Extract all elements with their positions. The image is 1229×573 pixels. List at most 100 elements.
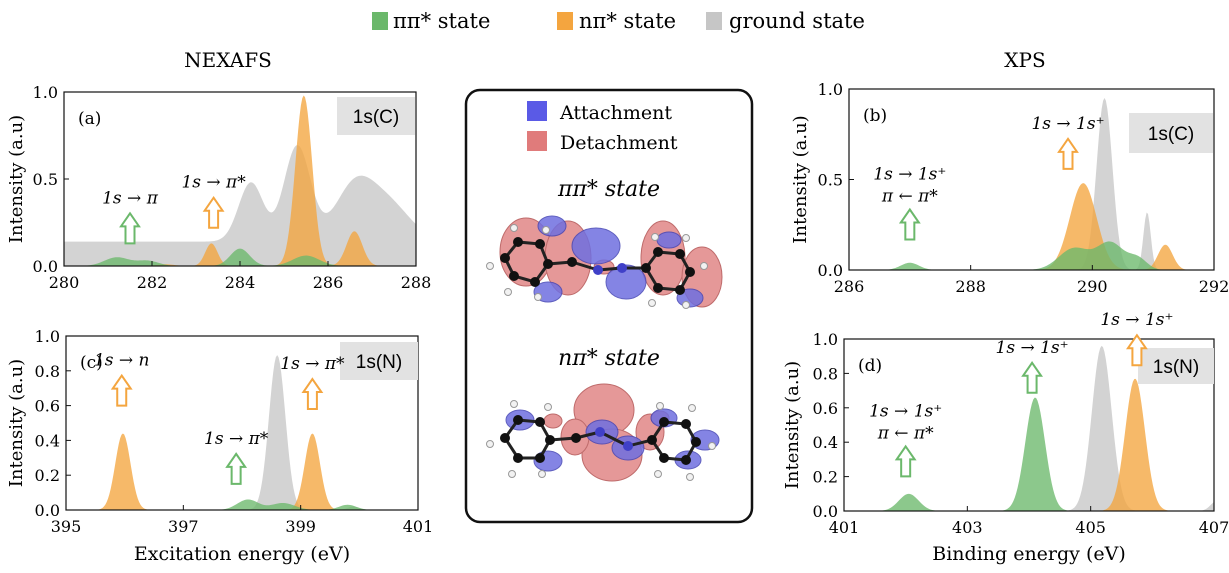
annotation-b-0: 1s → 1s⁺ bbox=[873, 165, 946, 185]
x-tick-label-c-3: 401 bbox=[403, 517, 434, 536]
x-tick-label-a-2: 284 bbox=[225, 273, 256, 292]
y-tick-label-b-0: 0.0 bbox=[818, 261, 843, 280]
y-axis-label-c: Intensity (a.u) bbox=[6, 359, 27, 487]
section-title-nexafs: NEXAFS bbox=[184, 48, 272, 72]
legend-swatch-pipi bbox=[372, 12, 388, 30]
chart-panels: 280 282 284 286 288 0.0 0.5 1.0 Intensity (a.u) (… bbox=[6, 80, 1229, 565]
series-d-1 bbox=[844, 378, 1214, 511]
y-tick-label-c-2: 0.4 bbox=[35, 431, 60, 450]
y-tick-label-b-2: 1.0 bbox=[818, 80, 843, 99]
plot-area-c bbox=[66, 355, 418, 510]
panel-b: 286 288 290 292 0.0 0.5 1.0 Intensity (a.u) (b) 1… bbox=[790, 80, 1229, 296]
annotation-arrow-b-1 bbox=[1057, 137, 1079, 170]
annotation-arrow-a-1 bbox=[202, 195, 225, 229]
x-tick-label-a-1: 282 bbox=[137, 273, 168, 292]
annotation-a-1: 1s → π* bbox=[181, 173, 246, 193]
annotation-arrow-d-0 bbox=[894, 444, 917, 478]
badge-bg-d bbox=[1138, 348, 1214, 384]
series-a-0 bbox=[64, 145, 416, 266]
annotation-arrow-c-2 bbox=[225, 452, 248, 485]
npi-molecule-image bbox=[486, 383, 720, 482]
y-tick-label-a-2: 1.0 bbox=[33, 83, 58, 102]
badge-bg-a bbox=[337, 97, 415, 135]
panel-c: 395 397 399 401 0.0 0.2 0.4 0.6 0.8 1.0 Intensity … bbox=[6, 327, 433, 565]
annotation-a-0: 1s → π bbox=[102, 188, 159, 208]
annotation-c-2: 1s → π* bbox=[204, 429, 269, 449]
annotation-d-1: 1s → 1s⁺ bbox=[996, 338, 1069, 358]
axes-frame-d bbox=[843, 338, 1215, 512]
x-axis-label-c: Excitation energy (eV) bbox=[134, 543, 350, 565]
panel-a: 280 282 284 286 288 0.0 0.5 1.0 Intensity (a.u) (… bbox=[6, 83, 431, 292]
badge-d: 1s(N) bbox=[1153, 357, 1199, 378]
annotation-c-0: 1s → n bbox=[94, 351, 150, 371]
y-tick-label-c-0: 0.0 bbox=[35, 501, 60, 520]
x-tick-label-d-0: 401 bbox=[829, 518, 860, 537]
y-tick-label-c-3: 0.6 bbox=[35, 397, 60, 416]
x-tick-label-c-1: 397 bbox=[168, 517, 199, 536]
x-tick-label-b-3: 292 bbox=[1199, 277, 1229, 296]
y-tick-label-d-5: 1.0 bbox=[813, 330, 838, 349]
badge-bg-c bbox=[340, 342, 418, 380]
y-tick-label-d-2: 0.4 bbox=[813, 433, 838, 452]
center-box-frame bbox=[464, 88, 754, 524]
y-tick-label-c-5: 1.0 bbox=[35, 327, 60, 346]
legend-swatch-npi bbox=[557, 12, 573, 30]
badge-b: 1s(C) bbox=[1148, 124, 1194, 145]
x-tick-label-b-2: 290 bbox=[1077, 277, 1108, 296]
series-d-2 bbox=[844, 397, 1214, 511]
panel-d: 401 403 405 407 0.0 0.2 0.4 0.6 0.8 1.0 Intensity … bbox=[782, 310, 1229, 565]
y-axis-label-b: Intensity (a.u) bbox=[790, 115, 811, 243]
y-axis-label-a: Intensity (a.u) bbox=[6, 115, 27, 243]
series-c-2 bbox=[66, 499, 418, 510]
x-tick-label-d-1: 403 bbox=[952, 518, 983, 537]
y-tick-label-d-0: 0.0 bbox=[813, 502, 838, 521]
attachment-swatch bbox=[527, 101, 547, 121]
detachment-label: Detachment bbox=[560, 132, 678, 154]
top-legend: ππ* state nπ* state ground state bbox=[372, 9, 865, 33]
pipi-state-title: ππ* state bbox=[557, 177, 660, 202]
annotation-arrow-d-1 bbox=[1021, 361, 1043, 394]
detachment-swatch bbox=[527, 131, 547, 151]
y-axis-label-d: Intensity (a.u) bbox=[782, 361, 803, 489]
pipi-molecule-image bbox=[486, 215, 723, 309]
plot-area-b bbox=[849, 98, 1214, 270]
badge-bg-b bbox=[1129, 113, 1213, 153]
legend-label-pipi: ππ* state bbox=[393, 9, 490, 33]
panel-label-b: (b) bbox=[863, 106, 887, 126]
plot-area-d bbox=[844, 345, 1214, 511]
center-box: Attachment Detachment ππ* state nπ* stat… bbox=[464, 88, 754, 524]
panel-label-c: (c) bbox=[80, 353, 103, 373]
annotation-d-2: 1s → 1s⁺ bbox=[1100, 310, 1173, 330]
annotation-arrow-c-1 bbox=[301, 377, 324, 411]
y-tick-label-a-0: 0.0 bbox=[33, 257, 58, 276]
panel-label-a: (a) bbox=[78, 109, 101, 129]
annotation-d-0: 1s → 1s⁺ bbox=[869, 401, 942, 421]
y-tick-label-b-1: 0.5 bbox=[818, 171, 843, 190]
y-tick-label-d-1: 0.2 bbox=[813, 468, 838, 487]
annotation-sub-b-0: π ← π* bbox=[881, 187, 938, 207]
x-tick-label-c-2: 399 bbox=[285, 517, 316, 536]
series-b-2 bbox=[849, 241, 1214, 270]
annotation-b-1: 1s → 1s⁺ bbox=[1031, 114, 1104, 134]
y-tick-label-d-3: 0.6 bbox=[813, 399, 838, 418]
legend-label-npi: nπ* state bbox=[579, 9, 676, 33]
annotation-arrow-d-2 bbox=[1126, 333, 1148, 367]
x-tick-label-a-0: 280 bbox=[49, 273, 80, 292]
x-axis-label-d: Binding energy (eV) bbox=[932, 543, 1126, 565]
annotation-sub-d-0: π ← π* bbox=[877, 423, 934, 443]
attachment-label: Attachment bbox=[559, 102, 672, 124]
y-tick-label-d-4: 0.8 bbox=[813, 364, 838, 383]
x-tick-label-d-2: 405 bbox=[1075, 518, 1106, 537]
legend-swatch-ground bbox=[706, 12, 722, 30]
section-title-xps: XPS bbox=[1004, 48, 1045, 72]
badge-c: 1s(N) bbox=[356, 352, 402, 373]
annotation-c-1: 1s → π* bbox=[280, 354, 345, 374]
x-tick-label-b-1: 288 bbox=[955, 277, 986, 296]
y-tick-label-c-1: 0.2 bbox=[35, 466, 60, 485]
axes-frame-c bbox=[65, 335, 419, 511]
x-tick-label-c-0: 395 bbox=[51, 517, 82, 536]
panel-label-d: (d) bbox=[858, 356, 882, 376]
badge-a: 1s(C) bbox=[353, 107, 399, 128]
